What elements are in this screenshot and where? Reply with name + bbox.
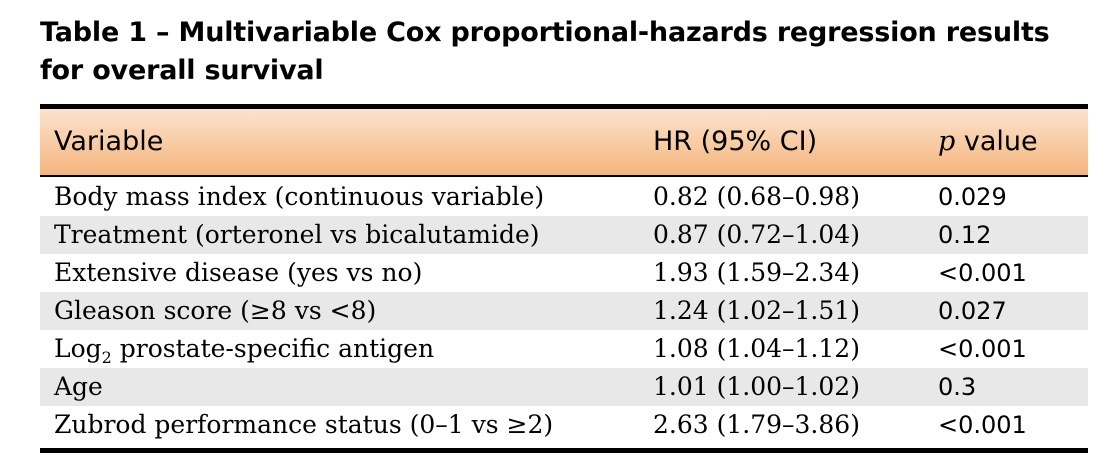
cell-variable-subscript: 2 [101, 348, 112, 367]
cell-variable: Log2 prostate-specific antigen [54, 333, 435, 367]
cell-variable: Zubrod performance status (0–1 vs ≥2) [54, 410, 554, 439]
cell-p-value: 0.029 [938, 183, 1007, 211]
cell-hr: 1.08 (1.04–1.12) [653, 334, 860, 363]
table-row: Treatment (orteronel vs bicalutamide) 0.… [40, 216, 1088, 254]
table-caption: Table 1 – Multivariable Cox proportional… [40, 17, 1050, 86]
cell-variable: Extensive disease (yes vs no) [54, 258, 423, 287]
cell-hr: 1.24 (1.02–1.51) [653, 296, 860, 325]
cell-hr: 1.01 (1.00–1.02) [653, 372, 860, 401]
table-row: Zubrod performance status (0–1 vs ≥2) 2.… [40, 406, 1088, 444]
header-p-italic: p [938, 126, 956, 157]
cell-p-value: 0.12 [938, 221, 992, 249]
cell-variable: Body mass index (continuous variable) [54, 182, 545, 211]
header-variable: Variable [54, 126, 164, 157]
table-header-row: Variable HR (95% CI) p value [40, 109, 1088, 175]
cell-hr: 2.63 (1.79–3.86) [653, 410, 860, 439]
table-row: Log2 prostate-specific antigen 1.08 (1.0… [40, 330, 1088, 368]
cell-variable-post: prostate-specific antigen [111, 334, 435, 363]
cell-variable: Age [54, 372, 103, 401]
table-row: Extensive disease (yes vs no) 1.93 (1.59… [40, 254, 1088, 292]
table-row: Body mass index (continuous variable) 0.… [40, 178, 1088, 216]
cell-p-value: 0.027 [938, 297, 1007, 325]
cell-variable-pre: Log [54, 334, 102, 363]
header-p-rest: value [955, 126, 1038, 157]
cell-hr: 1.93 (1.59–2.34) [653, 258, 860, 287]
cell-p-value: 0.3 [938, 373, 977, 401]
cell-variable: Gleason score (≥8 vs <8) [54, 296, 377, 325]
cell-hr: 0.82 (0.68–0.98) [653, 182, 860, 211]
header-hr: HR (95% CI) [653, 126, 818, 157]
table-top-rule [40, 104, 1088, 109]
table-bottom-rule [40, 448, 1088, 453]
cell-p-value: <0.001 [938, 411, 1027, 439]
cell-p-value: <0.001 [938, 259, 1027, 287]
cell-p-value: <0.001 [938, 335, 1027, 363]
header-p-value: p value [938, 126, 1038, 157]
table-row: Gleason score (≥8 vs <8) 1.24 (1.02–1.51… [40, 292, 1088, 330]
cell-variable: Treatment (orteronel vs bicalutamide) [54, 220, 540, 249]
cell-hr: 0.87 (0.72–1.04) [653, 220, 860, 249]
table-row: Age 1.01 (1.00–1.02) 0.3 [40, 368, 1088, 406]
table-header-rule [40, 175, 1088, 177]
